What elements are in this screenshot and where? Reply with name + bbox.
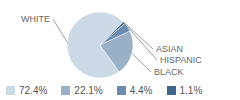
- svg-text:BLACK: BLACK: [154, 67, 184, 77]
- html-text:4.4%: 4.4%: [129, 84, 153, 96]
- html-text:22.1%: 22.1%: [74, 84, 103, 96]
- html-text:1.1%: 1.1%: [179, 84, 203, 96]
- svg-text:ASIAN: ASIAN: [156, 44, 183, 54]
- svg-text:HISPANIC: HISPANIC: [160, 55, 202, 65]
- html-text:72.4%: 72.4%: [19, 84, 48, 96]
- svg-text:WHITE: WHITE: [21, 14, 50, 24]
